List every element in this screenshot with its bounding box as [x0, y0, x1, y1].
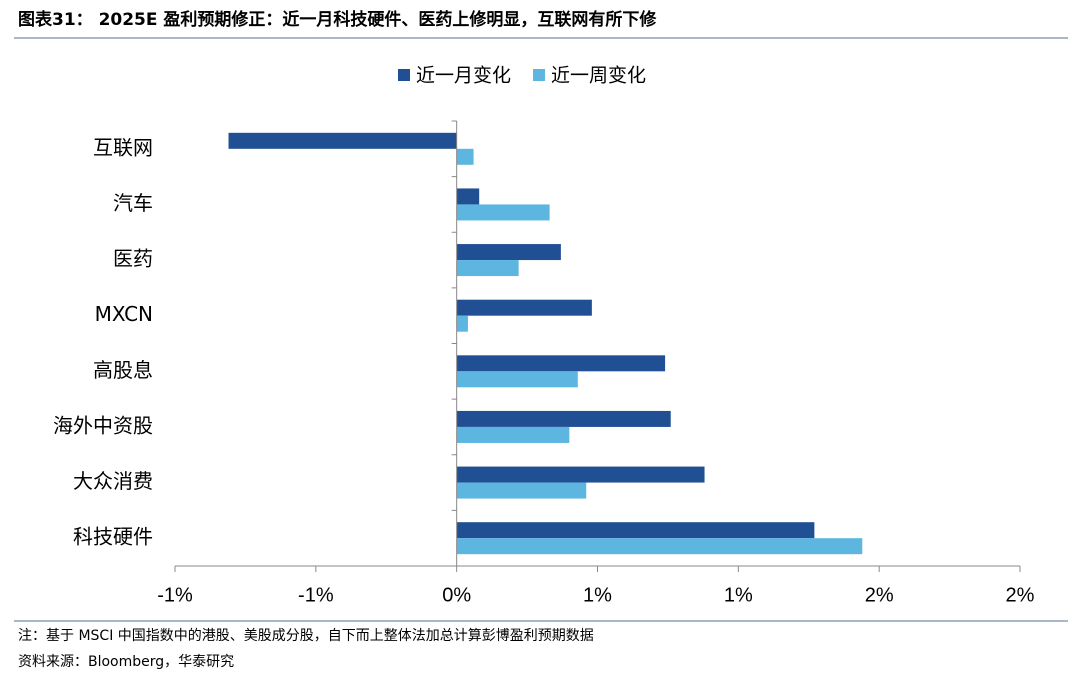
y-tick-label: 互联网	[93, 135, 153, 159]
chart-title: 图表31： 2025E 盈利预期修正：近一月科技硬件、医药上修明显，互联网有所下…	[18, 9, 657, 30]
footnote: 注：基于 MSCI 中国指数中的港股、美股成分股，自下而上整体法加总计算彭博盈利…	[18, 627, 594, 644]
bar	[456, 522, 815, 539]
y-tick-label: MXCN	[95, 302, 153, 326]
y-tick-label: 汽车	[113, 191, 153, 215]
x-tick-label: 1%	[583, 584, 612, 606]
bar	[456, 426, 570, 443]
y-tick-label: 海外中资股	[53, 413, 153, 437]
bar	[456, 355, 666, 372]
x-tick-label: 2%	[1006, 584, 1035, 606]
x-tick-label: 2%	[865, 584, 894, 606]
bar	[456, 538, 863, 555]
source: 资料来源：Bloomberg，华泰研究	[18, 654, 234, 670]
y-tick-label: 科技硬件	[73, 525, 153, 549]
legend-label: 近一周变化	[551, 65, 646, 87]
bar	[456, 482, 587, 499]
bar	[456, 188, 480, 205]
bar	[456, 204, 550, 221]
bar	[456, 371, 578, 388]
y-tick-label: 高股息	[93, 358, 153, 382]
legend-swatch	[533, 69, 546, 81]
legend-swatch	[398, 69, 410, 81]
bar	[456, 148, 474, 165]
x-tick-label: 1%	[724, 584, 753, 606]
y-tick-label: 医药	[113, 247, 153, 271]
legend-label: 近一月变化	[416, 65, 511, 87]
bar	[456, 244, 561, 261]
bar	[456, 410, 671, 427]
bar	[456, 260, 519, 277]
bar	[456, 466, 705, 483]
y-tick-label: 大众消费	[73, 469, 153, 493]
x-tick-label: -1%	[157, 584, 193, 606]
x-tick-label: 0%	[442, 584, 471, 606]
bar	[456, 299, 592, 316]
bar	[228, 132, 457, 149]
bar	[456, 315, 468, 332]
x-tick-label: -1%	[298, 584, 334, 606]
